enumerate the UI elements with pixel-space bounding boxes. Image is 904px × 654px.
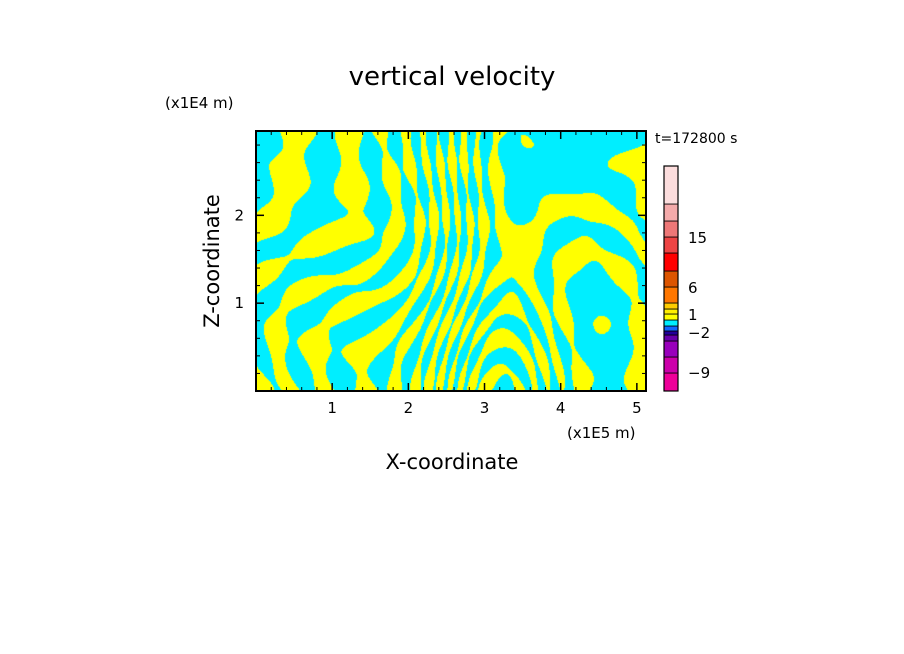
colorbar-segment [663,325,679,332]
x-axis-ticks: 1 2 3 4 5 [270,131,642,417]
x-tick-label: 1 [327,399,337,417]
time-label: t=172800 s [655,131,737,147]
colorbar-segment [663,372,679,392]
y-tick-label: 2 [234,206,244,224]
x-tick-label: 4 [556,399,566,417]
colorbar-frame [663,165,679,392]
y-tick-label: 1 [234,294,244,312]
colorbar-tick-label: 1 [688,306,698,324]
y-axis-label: Z-coordinate [200,194,224,328]
colorbar-tick-label: 15 [688,229,707,247]
x-unit-label: (x1E5 m) [567,424,636,442]
colorbar-tick-label: −9 [688,364,710,382]
colorbar-segment [663,319,679,327]
chart-title: vertical velocity [349,62,556,92]
colorbar-tick-label: 6 [688,279,698,297]
colorbar-segment [663,330,679,336]
contour-field [256,131,646,391]
colorbar-segment [663,236,679,254]
colorbar: 15 6 1−2 −9 [663,165,710,392]
colorbar-segment [663,203,679,222]
colorbar-segment [663,313,679,321]
x-tick-label: 2 [404,399,414,417]
y-unit-label: (x1E4 m) [165,94,234,112]
plot-area [255,130,647,392]
colorbar-segment [663,302,679,310]
colorbar-segment [663,286,679,304]
colorbar-segment [663,252,679,272]
colorbar-segment [663,308,679,315]
colorbar-segment [663,334,679,342]
y-axis-ticks: 12 [234,144,646,374]
colorbar-tick-label: −2 [688,324,710,342]
x-axis-label: X-coordinate [386,450,519,474]
colorbar-segment [663,220,679,238]
plot-frame [255,130,647,392]
colorbar-segment [663,270,679,288]
colorbar-segment [663,356,679,374]
x-tick-label: 3 [480,399,490,417]
colorbar-segment [663,165,679,205]
colorbar-segment [663,340,679,358]
x-tick-label: 5 [632,399,642,417]
